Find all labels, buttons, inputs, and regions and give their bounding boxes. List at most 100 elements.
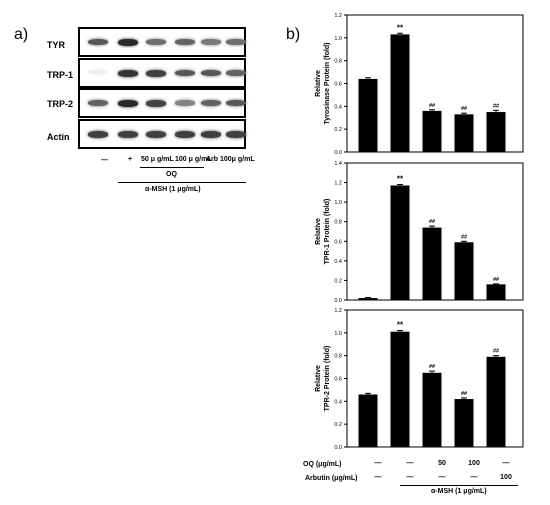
y-axis-label: Relative Tyrosinase Protein (fold) — [315, 43, 331, 125]
bar — [390, 185, 410, 300]
arbutin-value-cell: — — [406, 474, 414, 481]
bar — [358, 394, 378, 447]
y-tick-label: 0.6 — [334, 82, 342, 88]
significance-label: ## — [461, 234, 467, 240]
bar — [486, 284, 506, 300]
lane-label-2: + — [128, 156, 133, 163]
bar — [486, 356, 506, 447]
blot-tyr — [78, 27, 246, 57]
y-tick-label: 1.0 — [334, 36, 342, 42]
arbutin-value-cell: 100 — [500, 474, 512, 481]
y-tick-label: 0.4 — [334, 259, 342, 265]
blot-band — [175, 39, 195, 46]
blot-band — [175, 100, 195, 106]
lane-label-5: Arb — [206, 156, 219, 163]
blot-band — [226, 70, 246, 77]
y-tick-label: 0.4 — [334, 104, 342, 110]
blot-band — [88, 39, 108, 46]
blot-band — [146, 70, 166, 77]
y-tick-label: 1.2 — [334, 13, 342, 19]
blot-label-trp1: TRP-1 — [47, 70, 74, 80]
blot-band — [201, 131, 221, 138]
blot-band — [118, 70, 138, 77]
arbutin-value-cell: — — [438, 474, 446, 481]
significance-label: ## — [461, 106, 467, 112]
blot-band — [201, 70, 221, 77]
bar — [422, 110, 442, 152]
significance-label: ## — [429, 103, 435, 109]
y-tick-label: 0.2 — [334, 278, 342, 284]
y-tick-label: 0.6 — [334, 377, 342, 383]
blot-label-tyr: TYR — [47, 40, 65, 50]
bar — [454, 114, 474, 152]
y-tick-label: 1.2 — [334, 308, 342, 314]
msh-label: α-MSH (1 μg/mL) — [145, 186, 201, 193]
msh-bracket-line — [118, 182, 246, 183]
panel-a-label: a) — [14, 26, 29, 43]
y-tick-label: 0.8 — [334, 220, 342, 226]
oq-bracket-line — [140, 167, 204, 168]
blot-band — [201, 100, 221, 107]
arbutin-value-cell: — — [374, 474, 382, 481]
blot-band — [118, 131, 138, 138]
msh-row-line — [400, 485, 518, 486]
y-tick-label: 0.0 — [334, 298, 342, 304]
oq-row-label: OQ (μg/mL) — [303, 461, 342, 468]
y-tick-label: 1.4 — [334, 161, 342, 167]
bar — [454, 399, 474, 447]
blot-band — [146, 100, 166, 107]
y-tick-label: 0.8 — [334, 354, 342, 360]
y-axis-label: Relative TPR-1 Protein (fold) — [315, 199, 331, 265]
blot-band — [175, 70, 195, 77]
blot-band — [201, 39, 221, 45]
significance-label: ** — [397, 321, 404, 330]
bar — [422, 372, 442, 447]
significance-label: ## — [493, 103, 499, 109]
blot-band — [88, 70, 108, 75]
bar — [486, 112, 506, 152]
blot-trp2 — [78, 88, 246, 118]
blot-label-actin: Actin — [47, 132, 70, 142]
bar — [422, 227, 442, 300]
y-tick-label: 1.0 — [334, 331, 342, 337]
blot-label-trp2: TRP-2 — [47, 99, 74, 109]
oq-value-cell: — — [502, 460, 510, 467]
blot-band — [226, 39, 246, 45]
significance-label: ## — [429, 219, 435, 225]
significance-label: ## — [493, 277, 499, 283]
bar — [390, 331, 410, 447]
y-tick-label: 0.4 — [334, 399, 342, 405]
y-tick-label: 0.0 — [334, 445, 342, 451]
arbutin-row-label: Arbutin (μg/mL) — [305, 475, 358, 482]
y-tick-label: 0.2 — [334, 422, 342, 428]
y-tick-label: 1.0 — [334, 200, 342, 206]
y-tick-label: 0.6 — [334, 239, 342, 245]
lane-label-1: — — [101, 157, 108, 164]
panel-b-label: b) — [286, 26, 301, 43]
lane-label-6: 100μ g/mL — [220, 156, 255, 163]
arbutin-value-cell: — — [470, 474, 478, 481]
significance-label: ## — [429, 364, 435, 370]
oq-label: OQ — [166, 171, 177, 178]
lane-label-4: 100 μ g/mL — [175, 156, 212, 163]
blot-band — [118, 100, 138, 107]
lane-label-3: 50 μ g/mL — [141, 156, 174, 163]
blot-band — [88, 100, 108, 107]
significance-label: ## — [461, 391, 467, 397]
blot-band — [146, 39, 166, 45]
blot-band — [226, 131, 246, 138]
bar — [358, 298, 378, 300]
oq-value-cell: 100 — [468, 460, 480, 467]
y-tick-label: 0.2 — [334, 127, 342, 133]
y-tick-label: 0.8 — [334, 59, 342, 65]
blot-actin — [78, 119, 246, 149]
significance-label: ** — [397, 23, 404, 32]
blot-band — [175, 131, 195, 138]
blot-band — [118, 39, 138, 46]
bar — [390, 34, 410, 152]
y-tick-label: 1.2 — [334, 181, 342, 187]
significance-label: ## — [493, 349, 499, 355]
oq-value-cell: — — [374, 460, 382, 467]
bar — [454, 242, 474, 300]
